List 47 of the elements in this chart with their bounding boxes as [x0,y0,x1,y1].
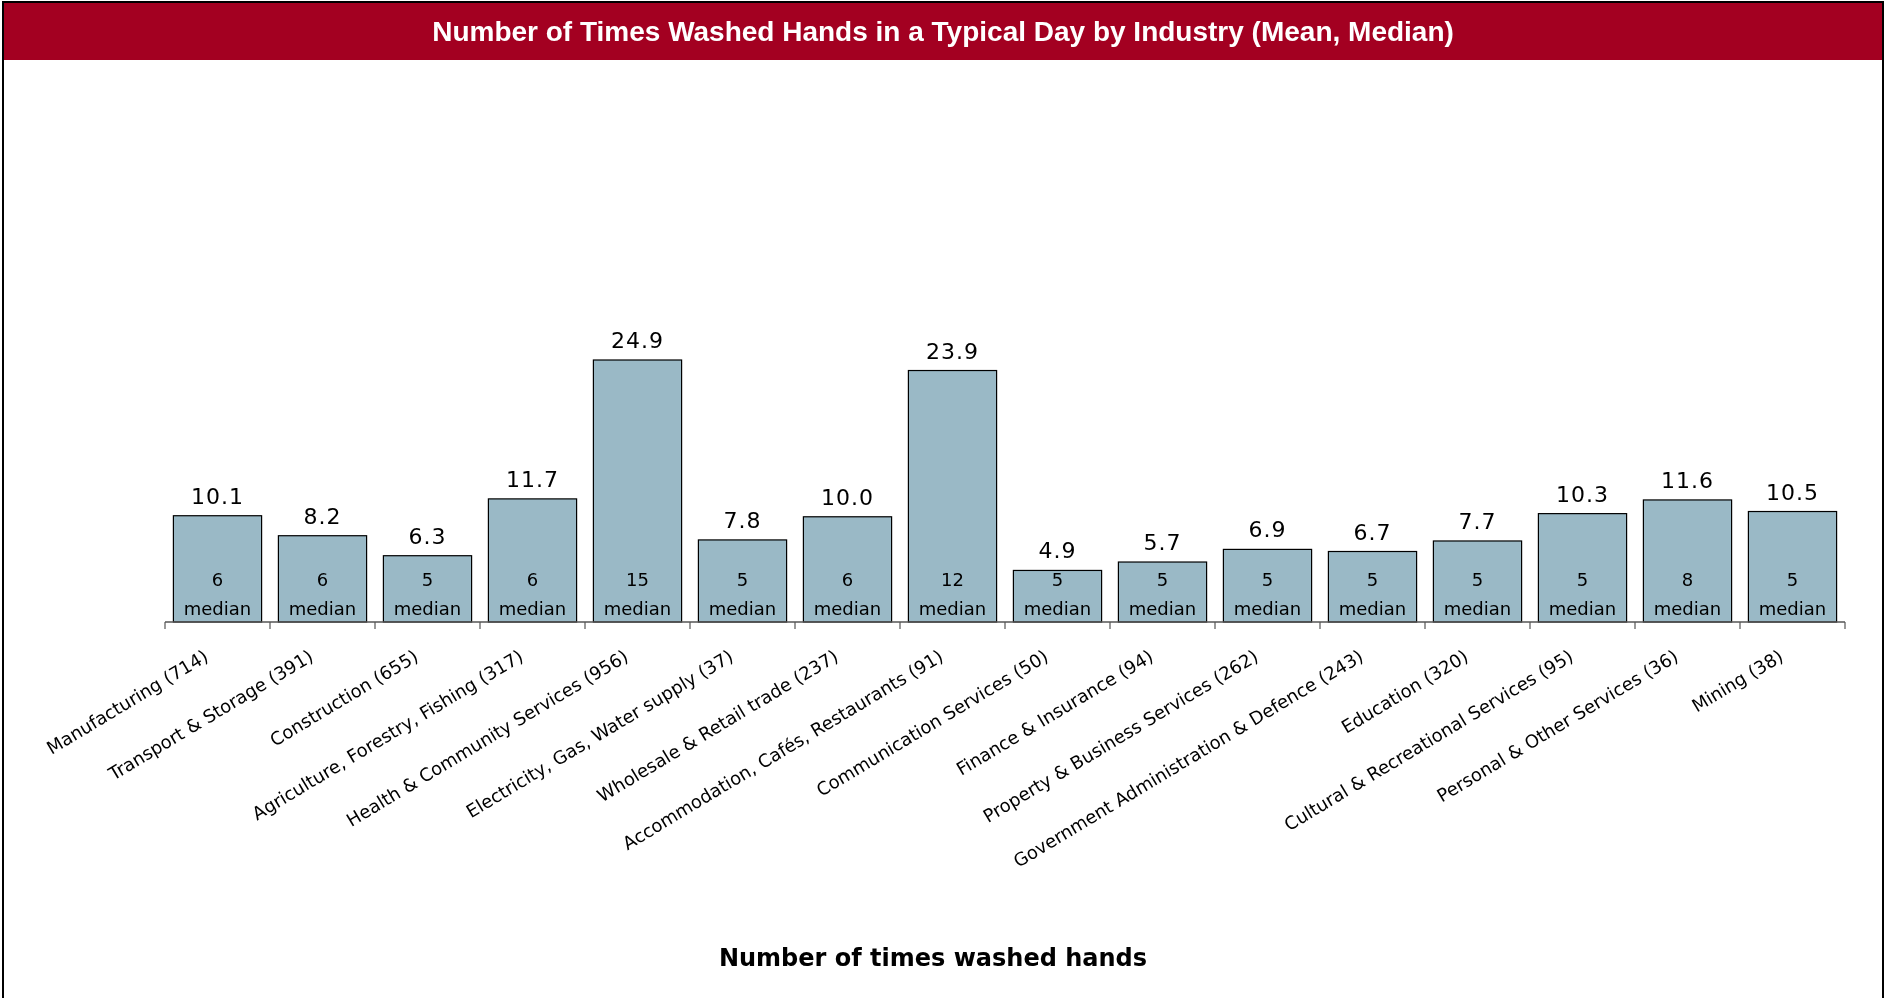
annotation: 6 median [288,569,357,619]
annotation: 5 median [393,569,462,619]
bar [487,498,578,623]
bar [907,369,998,623]
bar [1537,513,1628,623]
annotation: 6 median [498,569,567,619]
annotation: 15 median [603,569,672,619]
annotation: 5 median [1548,569,1617,619]
data-label: 7.8 [723,507,762,533]
annotation: 8 median [1653,569,1722,619]
annotation: 5 median [1338,569,1407,619]
data-label: 11.7 [506,466,559,492]
data-label: 6.7 [1353,519,1392,545]
bar [1432,540,1523,623]
bar [802,516,893,623]
bar [172,515,263,623]
annotation: 5 median [1443,569,1512,619]
data-label: 10.3 [1556,481,1609,507]
data-label: 11.6 [1661,467,1714,493]
data-label: 10.5 [1766,479,1819,505]
data-label: 10.0 [821,484,874,510]
data-label: 4.9 [1038,538,1077,564]
annotation: 5 median [1758,569,1827,619]
x-axis-title: Number of times washed hands [718,944,1148,972]
data-label: 6.3 [408,523,447,549]
bar [592,359,683,623]
data-label: 23.9 [926,338,979,364]
annotation: 5 median [1128,569,1197,619]
annotation: 12 median [918,569,987,619]
annotation: 6 median [813,569,882,619]
bar [697,539,788,623]
bar [277,535,368,623]
bar [1642,499,1733,623]
annotation: 6 median [183,569,252,619]
annotation: 5 median [708,569,777,619]
data-label: 10.1 [191,483,244,509]
annotation: 5 median [1233,569,1302,619]
data-label: 7.7 [1458,508,1497,534]
data-label: 6.9 [1248,517,1287,543]
bar [1747,510,1838,623]
bar [1222,548,1313,623]
data-label: 8.2 [303,503,342,529]
annotation: 5 median [1023,569,1092,619]
bar [1327,550,1418,623]
data-label: 5.7 [1143,530,1182,556]
chart-title: Number of Times Washed Hands in a Typical Day by Industry (Mean, Median) [432,16,1454,47]
data-label: 24.9 [611,328,664,353]
